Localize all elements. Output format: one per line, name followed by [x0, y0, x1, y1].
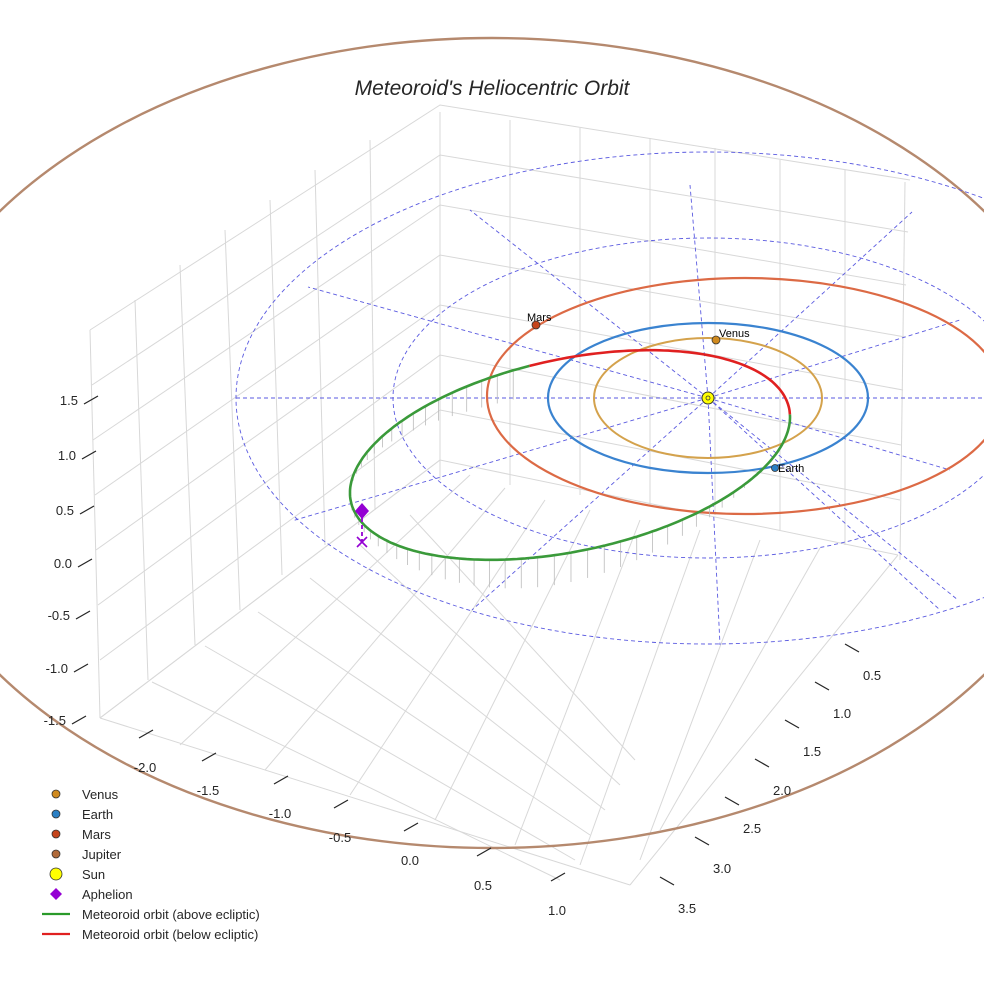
z-tick-mark	[83, 395, 99, 405]
legend-marker	[51, 789, 61, 799]
y-tick-mark	[814, 681, 830, 691]
y-tick-label: 1.5	[803, 744, 821, 759]
legend-marker	[49, 867, 63, 881]
z-tick-mark	[71, 715, 87, 725]
x-tick-mark	[403, 822, 419, 832]
z-tick-label: 0.0	[54, 556, 72, 571]
x-tick-mark	[138, 729, 154, 739]
legend-label: Sun	[82, 867, 105, 882]
z-tick-mark	[73, 663, 89, 673]
y-tick-mark	[659, 876, 675, 886]
legend-item: Aphelion	[50, 887, 133, 902]
y-axis-ticks: 0.5 1.0 1.5 2.0 2.5 3.0 3.5	[659, 643, 881, 916]
y-tick-label: 3.0	[713, 861, 731, 876]
z-tick-label: -1.5	[44, 713, 66, 728]
x-tick-mark	[550, 872, 566, 882]
legend-item: Meteoroid orbit (above ecliptic)	[42, 907, 260, 922]
z-tick-label: -1.0	[46, 661, 68, 676]
legend-label: Meteoroid orbit (below ecliptic)	[82, 927, 258, 942]
x-tick-mark	[201, 752, 217, 762]
x-tick-label: -2.0	[134, 760, 156, 775]
legend-item: Mars	[51, 827, 111, 842]
mars-orbit	[485, 276, 984, 516]
y-tick-label: 2.0	[773, 783, 791, 798]
y-tick-mark	[784, 719, 800, 729]
x-tick-label: 1.0	[548, 903, 566, 918]
z-tick-label: 1.5	[60, 393, 78, 408]
earth-marker	[771, 464, 779, 472]
legend-label: Aphelion	[82, 887, 133, 902]
chart-title: Meteoroid's Heliocentric Orbit	[355, 77, 631, 100]
y-tick-mark	[844, 643, 860, 653]
sun-marker	[701, 391, 715, 405]
mars-marker	[531, 320, 541, 330]
legend-item: Sun	[49, 867, 105, 882]
venus-label: Venus	[719, 328, 750, 340]
z-tick-mark	[79, 505, 95, 515]
y-tick-label: 2.5	[743, 821, 761, 836]
aphelion-projection-marker	[356, 536, 368, 548]
x-axis-ticks: -2.0 -1.5 -1.0 -0.5 0.0 0.5 1.0	[134, 729, 566, 918]
legend-label: Mars	[82, 827, 111, 842]
legend-label: Earth	[82, 807, 113, 822]
y-tick-label: 1.0	[833, 706, 851, 721]
x-tick-label: -1.5	[197, 783, 219, 798]
legend-marker	[51, 849, 61, 859]
legend-label: Meteoroid orbit (above ecliptic)	[82, 907, 260, 922]
x-tick-mark	[476, 847, 492, 857]
legend-item: Earth	[51, 807, 113, 822]
mars-label: Mars	[527, 312, 552, 324]
z-tick-label: -0.5	[48, 608, 70, 623]
x-tick-mark	[333, 799, 349, 809]
legend-item: Venus	[51, 787, 119, 802]
legend-marker	[51, 829, 61, 839]
grid-panes	[89, 104, 911, 886]
venus-marker	[711, 335, 721, 345]
legend-label: Venus	[82, 787, 119, 802]
earth-label: Earth	[778, 463, 804, 475]
aphelion-marker	[355, 503, 369, 519]
x-tick-label: -0.5	[329, 830, 351, 845]
meteoroid-orbit-above	[348, 364, 792, 562]
z-tick-mark	[81, 450, 97, 460]
y-tick-label: 3.5	[678, 901, 696, 916]
z-tick-label: 1.0	[58, 448, 76, 463]
x-tick-label: -1.0	[269, 806, 291, 821]
jupiter-orbit	[0, 36, 984, 850]
legend-marker	[51, 809, 61, 819]
y-tick-mark	[694, 836, 710, 846]
venus-orbit	[593, 337, 823, 459]
x-tick-mark	[273, 775, 289, 785]
legend: Venus Earth Mars Jupiter Sun Aphelion Meteoroi…	[42, 787, 260, 942]
y-tick-label: 0.5	[863, 668, 881, 683]
x-tick-label: 0.0	[401, 853, 419, 868]
y-tick-mark	[724, 796, 740, 806]
y-tick-mark	[754, 758, 770, 768]
legend-item: Meteoroid orbit (below ecliptic)	[42, 927, 258, 942]
z-tick-mark	[77, 558, 93, 568]
z-tick-label: 0.5	[56, 503, 74, 518]
meteoroid-orbit-below	[529, 348, 792, 415]
legend-marker	[50, 888, 62, 900]
z-axis-ticks: 1.5 1.0 0.5 0.0 -0.5 -1.0 -1.5	[44, 393, 99, 728]
earth-orbit	[546, 321, 870, 475]
x-tick-label: 0.5	[474, 878, 492, 893]
z-tick-mark	[75, 610, 91, 620]
legend-label: Jupiter	[82, 847, 122, 862]
legend-item: Jupiter	[51, 847, 122, 862]
